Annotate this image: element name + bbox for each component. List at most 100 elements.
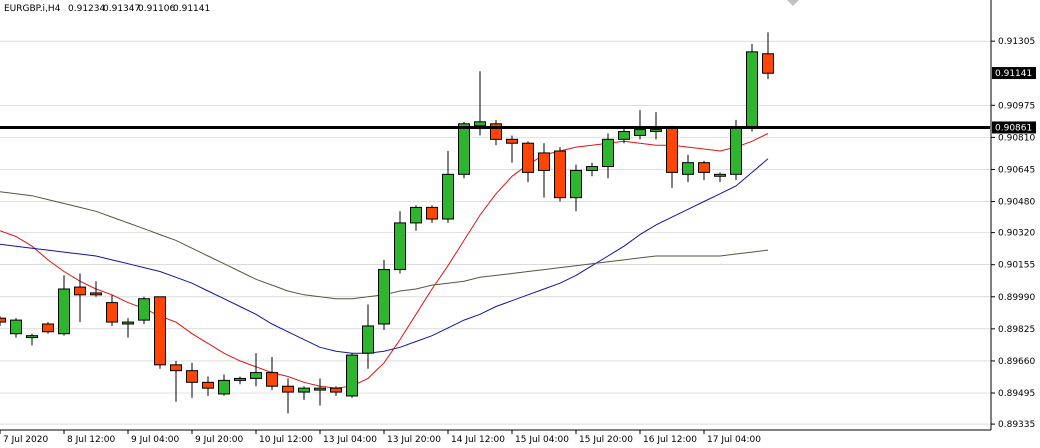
candle-body: [234, 377, 246, 381]
candle-body: [346, 354, 358, 397]
candle[interactable]: [618, 127, 630, 144]
candle-body: [442, 173, 454, 220]
candle[interactable]: [330, 386, 342, 396]
candle[interactable]: [282, 378, 294, 414]
candle[interactable]: [378, 259, 390, 330]
candle-body: [362, 325, 374, 354]
time-axis[interactable]: 7 Jul 2020 8 Jul 12:00 9 Jul 04:00 9 Jul 20…: [0, 430, 761, 445]
candle[interactable]: [522, 141, 534, 183]
horizontal-line-price-label: 0.90861: [995, 123, 1032, 133]
candle-body: [554, 150, 566, 199]
candle[interactable]: [90, 281, 102, 297]
candle[interactable]: [682, 154, 694, 183]
price-tick-label: 0.90975: [998, 101, 1035, 111]
candle[interactable]: [266, 357, 278, 391]
candle[interactable]: [122, 318, 134, 338]
candle[interactable]: [42, 322, 54, 334]
candle[interactable]: [234, 376, 246, 385]
candle[interactable]: [74, 273, 86, 323]
candle-body: [762, 53, 774, 74]
time-tick-label: 13 Jul 04:00: [323, 435, 377, 445]
candle-body: [58, 288, 70, 335]
candle-body: [202, 381, 214, 389]
time-tick-label: 15 Jul 20:00: [579, 435, 633, 445]
candle[interactable]: [202, 376, 214, 396]
candle[interactable]: [538, 143, 550, 198]
ohlc-close: 0.91141: [173, 4, 210, 14]
candle[interactable]: [154, 296, 166, 369]
candle[interactable]: [490, 119, 502, 146]
candle[interactable]: [58, 275, 70, 336]
candle[interactable]: [26, 333, 38, 346]
candle-body: [266, 372, 278, 387]
candle[interactable]: [218, 374, 230, 396]
candle-body: [74, 286, 86, 296]
candle[interactable]: [586, 162, 598, 177]
candle[interactable]: [10, 318, 22, 338]
chart-shift-marker-icon[interactable]: [787, 0, 799, 6]
candle-body: [746, 51, 758, 129]
candle[interactable]: [186, 362, 198, 398]
candle-body: [570, 169, 582, 199]
candle-body: [90, 292, 102, 296]
candle-body: [698, 162, 710, 173]
current-price-label: 0.91141: [995, 69, 1032, 79]
candle[interactable]: [554, 147, 566, 202]
time-tick-label: 10 Jul 12:00: [259, 435, 313, 445]
candle[interactable]: [474, 71, 486, 136]
candle[interactable]: [410, 205, 422, 231]
time-tick-label: 7 Jul 2020: [3, 435, 48, 445]
candle[interactable]: [426, 205, 438, 223]
candle[interactable]: [506, 135, 518, 163]
candle-body: [410, 206, 422, 224]
candle[interactable]: [746, 44, 758, 132]
candle-body: [602, 138, 614, 168]
time-tick-label: 9 Jul 20:00: [195, 435, 244, 445]
candle-body: [394, 222, 406, 271]
candle[interactable]: [698, 160, 710, 181]
time-tick-label: 9 Jul 04:00: [131, 435, 180, 445]
candle[interactable]: [250, 353, 262, 387]
candle[interactable]: [170, 360, 182, 402]
current-price-tag: 0.91141: [992, 67, 1036, 80]
horizontal-line-tag: 0.90861: [992, 121, 1036, 134]
price-tick-label: 0.89660: [998, 357, 1035, 367]
candle-body: [122, 321, 134, 325]
candle[interactable]: [394, 211, 406, 274]
candle[interactable]: [650, 112, 662, 140]
candle[interactable]: [634, 110, 646, 140]
time-tick-label: 14 Jul 12:00: [451, 435, 505, 445]
candle-body: [10, 319, 22, 335]
candle[interactable]: [570, 164, 582, 212]
chart-title: EURGBP.i,H4 0.91234 0.91347 0.91106 0.91…: [4, 4, 210, 14]
candle-body: [650, 129, 662, 133]
candle-body: [42, 323, 54, 333]
candle[interactable]: [714, 172, 726, 183]
candle[interactable]: [458, 121, 470, 179]
candle-body: [250, 372, 262, 379]
symbol-label: EURGBP.i,H4: [4, 4, 61, 14]
candle[interactable]: [602, 133, 614, 179]
time-tick-label: 13 Jul 20:00: [387, 435, 441, 445]
candle[interactable]: [0, 316, 6, 326]
moving-average-line-1: [0, 133, 769, 389]
candle-body: [634, 129, 646, 136]
candle[interactable]: [298, 386, 310, 400]
candle[interactable]: [138, 296, 150, 324]
candle[interactable]: [362, 304, 374, 369]
price-axis[interactable]: 0.91305 0.90975 0.90810 0.90645 0.90480 0.903…: [991, 37, 1035, 430]
candle[interactable]: [106, 294, 118, 326]
candle-body: [474, 121, 486, 127]
candle[interactable]: [762, 32, 774, 80]
price-tick-label: 0.89495: [998, 389, 1035, 399]
candle[interactable]: [314, 378, 326, 406]
candle[interactable]: [442, 150, 454, 223]
candle-body: [426, 206, 438, 220]
candle-body: [26, 335, 38, 339]
candle-body: [618, 131, 630, 140]
candle[interactable]: [346, 353, 358, 398]
candle-body: [538, 152, 550, 171]
